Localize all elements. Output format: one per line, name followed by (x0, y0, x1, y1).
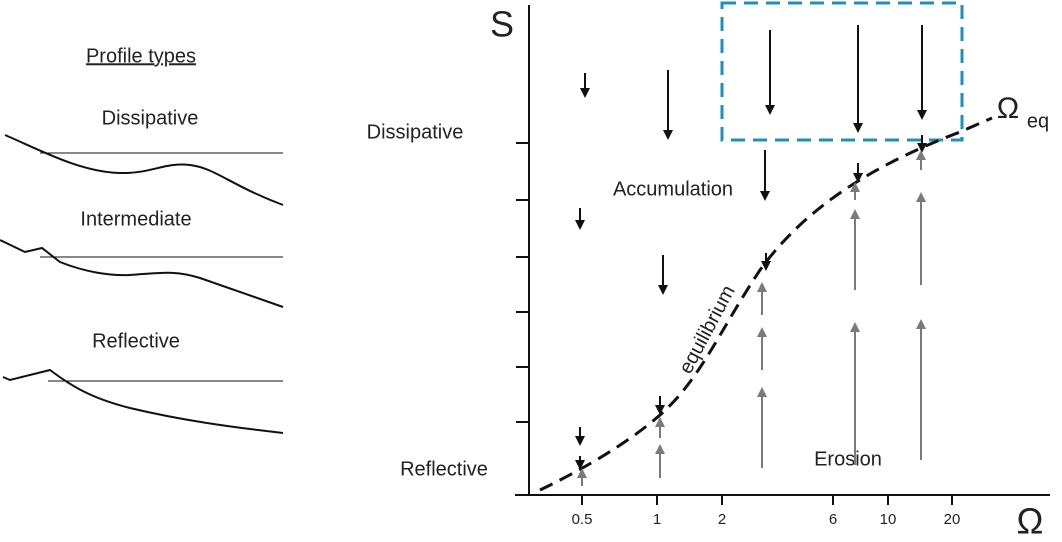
highlight-box (720, 1, 964, 142)
x-axis-label: Ω (1017, 501, 1044, 542)
x-tick-label: 6 (829, 511, 837, 528)
y-ticks (516, 142, 529, 423)
region-label: Accumulation (613, 178, 733, 200)
profile (4, 134, 284, 206)
curve-text: equilibrium (675, 282, 740, 378)
x-tick-label: 0.5 (572, 511, 593, 528)
erosion-arrows (577, 150, 926, 486)
x-tick-label: 10 (880, 511, 897, 528)
x-tick-label: 20 (944, 511, 961, 528)
panel-title: Profile types (86, 45, 196, 67)
x-tick-label: 2 (718, 511, 726, 528)
y-axis-label: S (490, 4, 514, 45)
curve-label: Ω (997, 92, 1019, 125)
curve-label-subscript: eq (1027, 110, 1049, 132)
y-label: Dissipative (367, 121, 464, 143)
profile (2, 368, 284, 434)
equilibrium-curve (539, 116, 993, 492)
x-tick-label: 1 (653, 511, 661, 528)
profile-label: Reflective (92, 330, 180, 352)
region-label: Erosion (814, 448, 882, 470)
profile-label: Dissipative (102, 107, 199, 129)
x-ticks (581, 495, 953, 505)
y-label: Reflective (400, 458, 488, 480)
profile-label: Intermediate (80, 208, 191, 230)
profile (0, 239, 284, 308)
accretion-arrows (575, 25, 927, 470)
